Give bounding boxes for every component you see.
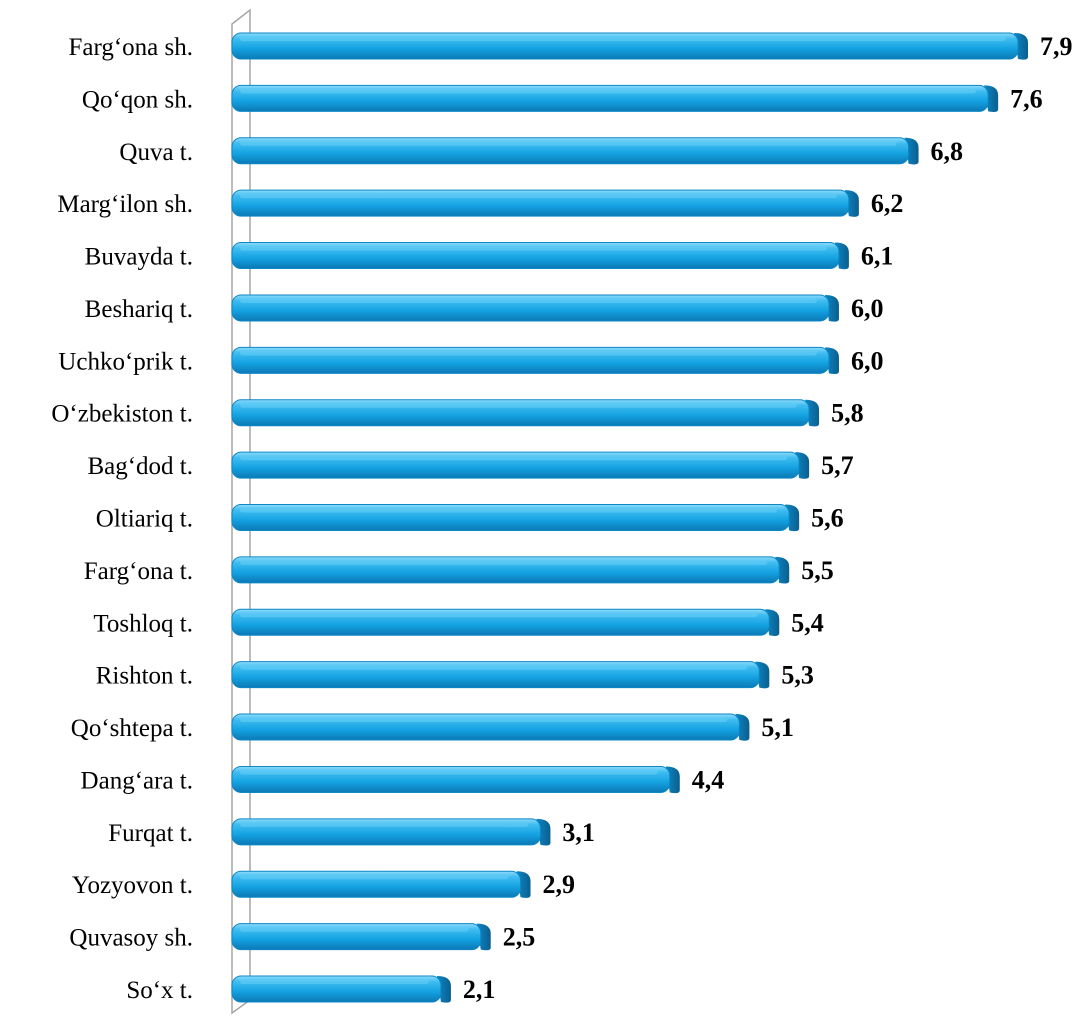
bar-4 [231,189,859,217]
bar-1 [231,32,1028,60]
category-label: Beshariq t. [85,296,193,323]
bar-highlight [240,245,827,251]
value-label: 3,1 [562,818,595,847]
value-label: 6,8 [931,137,964,166]
bar-highlight [240,350,817,356]
value-label: 2,5 [503,923,536,952]
value-label: 6,1 [861,242,894,271]
bar-15 [231,765,680,794]
bar-19 [231,975,451,1003]
bar-highlight [240,821,529,827]
category-label: Marg‘ilon sh. [57,191,193,218]
category-label: Quvasoy sh. [69,925,193,952]
category-labels: Farg‘ona sh. Qo‘qon sh. Quva t. Marg‘ilon s… [51,34,193,1004]
value-label: 6,0 [851,294,884,323]
value-label: 5,7 [821,451,854,480]
category-label: O‘zbekiston t. [51,401,193,428]
bar-13 [231,661,770,689]
category-label: Dang‘ara t. [81,767,193,794]
bar-highlight [240,559,768,565]
bar-2 [231,84,999,113]
value-label: 2,9 [543,870,576,899]
bar-highlight [240,979,429,984]
bar-7 [231,346,839,374]
value-labels: 7,9 7,6 6,8 6,2 6,1 6,0 6,0 5,8 5,7 5,6 5,5 5,4 5,3 5… [463,32,1073,1004]
bar-8 [231,399,820,427]
bar-highlight [240,717,728,723]
category-label: Qo‘shtepa t. [71,715,193,742]
value-label: 5,3 [781,661,814,690]
bar-highlight [240,455,788,461]
value-label: 7,9 [1040,32,1073,61]
value-label: 6,2 [871,189,904,218]
category-label: Uchko‘prik t. [58,348,193,375]
category-label: Quva t. [119,139,193,166]
category-label: Farg‘ona sh. [68,34,193,61]
category-label: Bag‘dod t. [87,453,193,480]
bar-highlight [240,769,658,775]
bar-6 [231,294,839,322]
bars-layer [231,32,1028,1003]
value-label: 2,1 [463,975,496,1004]
value-label: 4,4 [692,765,725,794]
category-label: Buvayda t. [85,244,193,271]
value-label: 7,6 [1010,84,1042,113]
category-label: Yozyovon t. [72,872,193,899]
bar-highlight [240,36,1006,41]
value-label: 5,5 [801,556,834,585]
category-label: Rishton t. [96,663,193,690]
bar-14 [231,713,750,741]
bar-highlight [240,874,509,880]
bar-3 [231,137,919,165]
value-label: 5,4 [791,608,824,637]
bar-highlight [240,664,748,670]
value-label: 5,1 [761,713,794,742]
bar-highlight [240,507,778,513]
category-label: Furqat t. [108,820,193,847]
category-label: Oltiariq t. [96,506,193,533]
bar-17 [231,870,531,898]
bar-16 [231,818,551,846]
category-label: So‘x t. [126,977,193,1004]
bar-highlight [240,193,837,199]
bar-highlight [240,297,817,303]
bar-5 [231,242,849,270]
bar-10 [231,504,800,532]
bar-18 [231,923,491,951]
bar-12 [231,608,780,636]
bar-highlight [240,612,758,618]
bar-highlight [240,140,897,146]
category-label: Toshloq t. [93,610,193,637]
bar-11 [231,556,790,584]
bar-highlight [240,88,977,94]
value-label: 5,8 [831,399,864,428]
category-label: Qo‘qon sh. [82,86,193,113]
bar-highlight [240,926,469,932]
value-label: 6,0 [851,346,884,375]
value-label: 5,6 [811,504,844,533]
bar-highlight [240,402,798,408]
bar-9 [231,451,810,479]
category-label: Farg‘ona t. [84,558,193,585]
